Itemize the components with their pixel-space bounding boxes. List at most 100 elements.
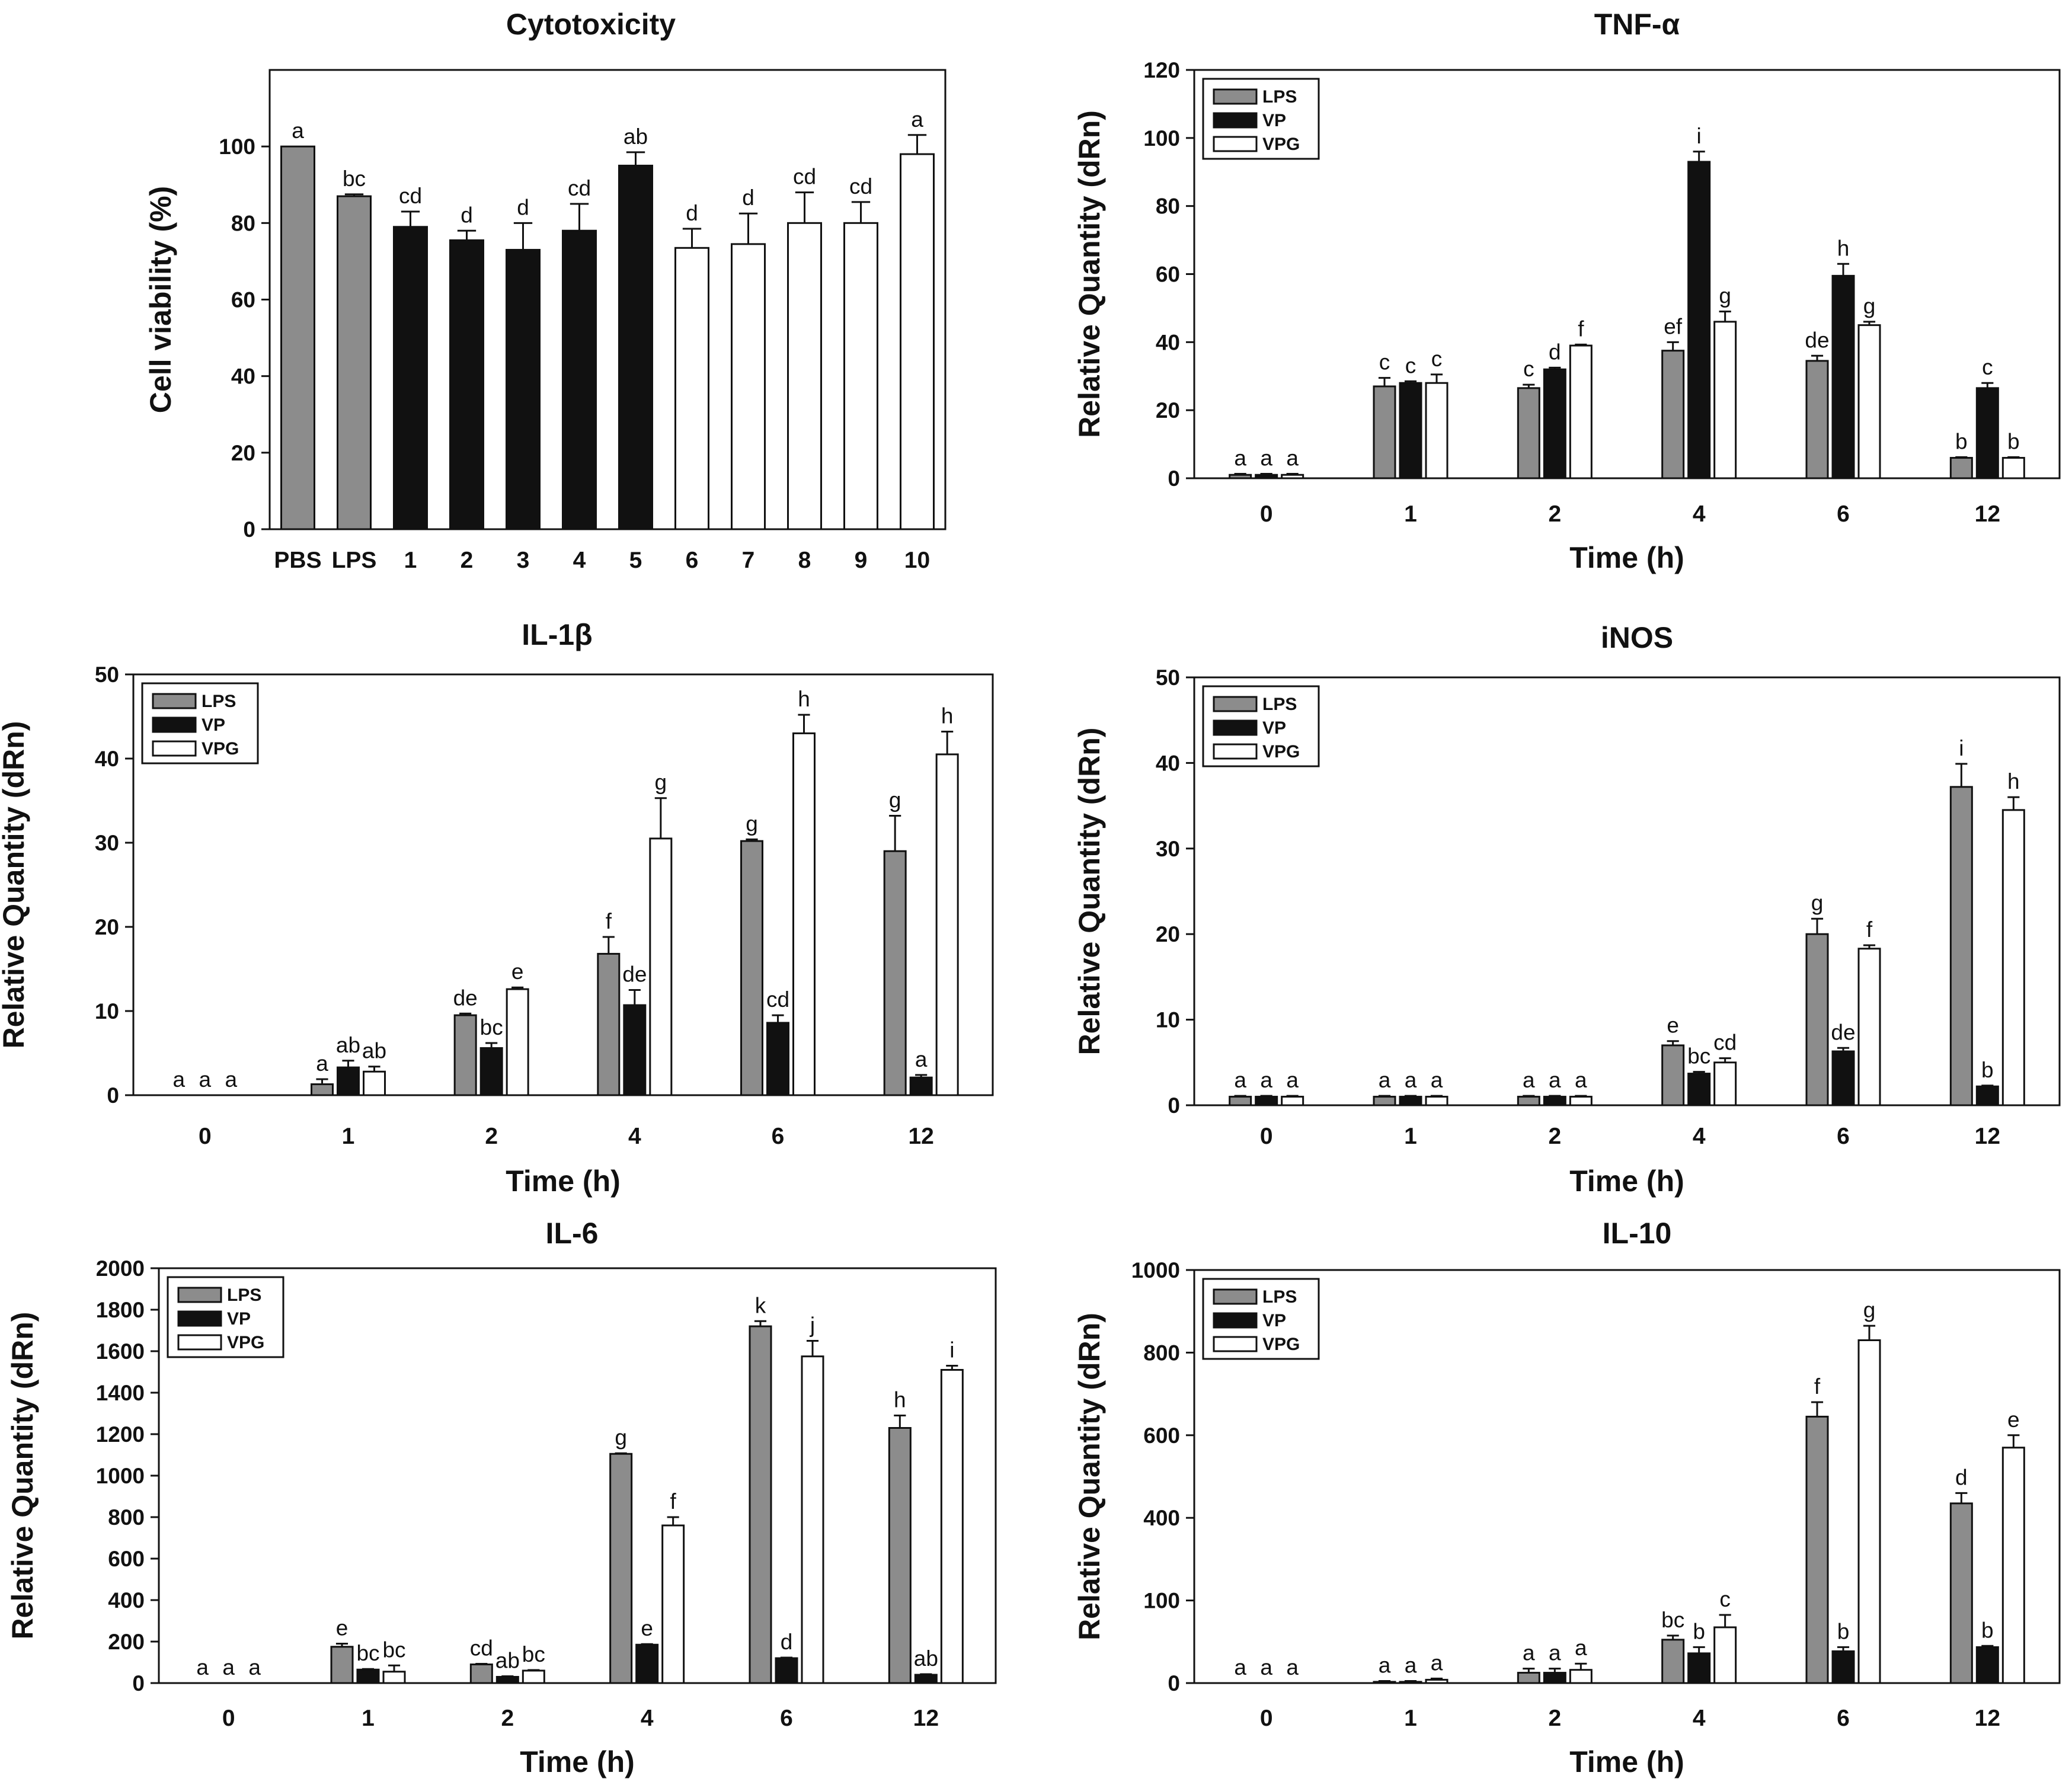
x-category-label: 1 <box>1404 501 1417 527</box>
significance-letter: e <box>1667 1013 1679 1038</box>
bar-VPG <box>2001 1447 2025 1684</box>
bar-VPG <box>1425 1096 1449 1106</box>
bar-1 <box>393 226 428 530</box>
significance-letter: d <box>461 203 473 227</box>
bar-VP <box>1255 1096 1278 1106</box>
significance-letter: a <box>1234 446 1246 471</box>
significance-letter: g <box>889 788 901 812</box>
y-tick-label: 100 <box>219 135 255 159</box>
bar-VP <box>1831 274 1855 479</box>
significance-letter: a <box>225 1067 238 1092</box>
significance-letter: g <box>746 811 758 836</box>
significance-letter: d <box>517 195 529 219</box>
bar-VPG <box>1857 948 1881 1106</box>
y-tick-label: 600 <box>1143 1423 1180 1448</box>
bar-VPG <box>935 753 959 1096</box>
x-category-label: 6 <box>1837 1706 1850 1731</box>
bar-VP <box>479 1047 503 1096</box>
bar-VPG <box>1569 1669 1593 1684</box>
y-tick-label: 10 <box>95 999 119 1023</box>
y-axis-title: Cell viability (%) <box>144 186 177 413</box>
legend-swatch-LPS <box>177 1287 222 1303</box>
x-axis-title: Time (h) <box>520 1745 635 1778</box>
legend-swatch-LPS <box>1213 88 1258 105</box>
significance-letter: a <box>316 1051 328 1076</box>
legend-label: VP <box>1262 1311 1286 1330</box>
y-tick-label: 800 <box>1143 1341 1180 1365</box>
significance-letter: a <box>199 1067 212 1092</box>
legend: LPS VP VPG <box>141 682 259 764</box>
bar-VP <box>1831 1650 1855 1684</box>
y-tick-label: 1600 <box>96 1339 145 1364</box>
x-category-label: 2 <box>485 1124 498 1149</box>
plot-frame <box>1193 69 2061 479</box>
bar-VP <box>775 1657 798 1684</box>
y-tick-label: 0 <box>243 517 255 542</box>
x-category-label: 4 <box>641 1706 654 1731</box>
legend-swatch-VPG <box>177 1334 222 1351</box>
y-tick-label: 200 <box>108 1630 145 1654</box>
y-tick-label: 400 <box>1143 1506 1180 1530</box>
significance-letter: a <box>1431 1650 1443 1675</box>
significance-letter: f <box>1578 316 1584 341</box>
x-category-label: 4 <box>573 548 586 573</box>
y-tick-label: 50 <box>95 663 119 687</box>
significance-letter: a <box>1549 1641 1561 1665</box>
bar-LPS <box>1805 1415 1829 1684</box>
cytotoxicity-panel: Cytotoxicity 0 20 40 60 80 100 Cell viability (… <box>144 8 947 573</box>
x-category-label: 6 <box>1837 501 1850 527</box>
bar-7 <box>731 243 766 530</box>
x-axis-title: Time (h) <box>506 1165 621 1198</box>
legend-label: LPS <box>1262 695 1297 714</box>
x-category-label: 6 <box>686 548 699 573</box>
bar-VPG <box>1857 1339 1881 1684</box>
x-category-label: 2 <box>501 1706 514 1731</box>
significance-letter: de <box>1831 1020 1855 1044</box>
bar-VPG <box>2001 809 2025 1106</box>
bar-5 <box>618 164 653 530</box>
bar-VPG <box>649 837 673 1096</box>
y-axis-title: Relative Quantity (dRn) <box>1073 728 1106 1055</box>
significance-letter: de <box>453 986 478 1010</box>
significance-letter: a <box>1405 1068 1417 1092</box>
bar-LPS <box>337 195 372 530</box>
bar-VPG <box>801 1355 824 1684</box>
bar-PBS <box>280 145 315 530</box>
significance-letter: a <box>911 107 923 132</box>
significance-letter: a <box>1234 1655 1246 1680</box>
y-tick-label: 1000 <box>96 1464 145 1488</box>
bar-LPS <box>597 952 621 1096</box>
significance-letter: a <box>1234 1068 1246 1092</box>
significance-letter: a <box>1549 1068 1561 1092</box>
x-category-label: 0 <box>1260 501 1273 527</box>
x-category-label: 1 <box>1404 1124 1417 1149</box>
bar-VPG <box>522 1669 545 1684</box>
bar-VP <box>356 1668 380 1684</box>
x-category-label: 4 <box>628 1124 641 1149</box>
significance-letter: bc <box>356 1641 379 1665</box>
y-tick-label: 2000 <box>96 1256 145 1281</box>
significance-letter: a <box>222 1655 235 1680</box>
bar-VPG <box>1713 1626 1737 1684</box>
plot-frame <box>132 673 994 1096</box>
significance-letter: e <box>2007 1407 2020 1432</box>
bar-LPS <box>453 1014 477 1096</box>
bar-VPG <box>506 988 529 1096</box>
legend-swatch-VPG <box>1213 136 1258 152</box>
significance-letter: a <box>248 1655 261 1680</box>
y-tick-label: 100 <box>1143 126 1180 151</box>
x-category-label: 9 <box>855 548 868 573</box>
plot-frame <box>1193 1269 2061 1684</box>
legend-label: LPS <box>227 1285 261 1305</box>
x-axis-title: Time (h) <box>1569 1165 1684 1198</box>
x-category-label: 1 <box>342 1124 355 1149</box>
bar-VP <box>1399 1096 1422 1106</box>
bar-VPG <box>1569 344 1593 479</box>
bar-6 <box>674 247 709 530</box>
y-tick-label: 1800 <box>96 1298 145 1322</box>
bar-VP <box>635 1643 659 1684</box>
x-category-label: 10 <box>904 548 930 573</box>
bar-VP <box>1975 387 1999 479</box>
